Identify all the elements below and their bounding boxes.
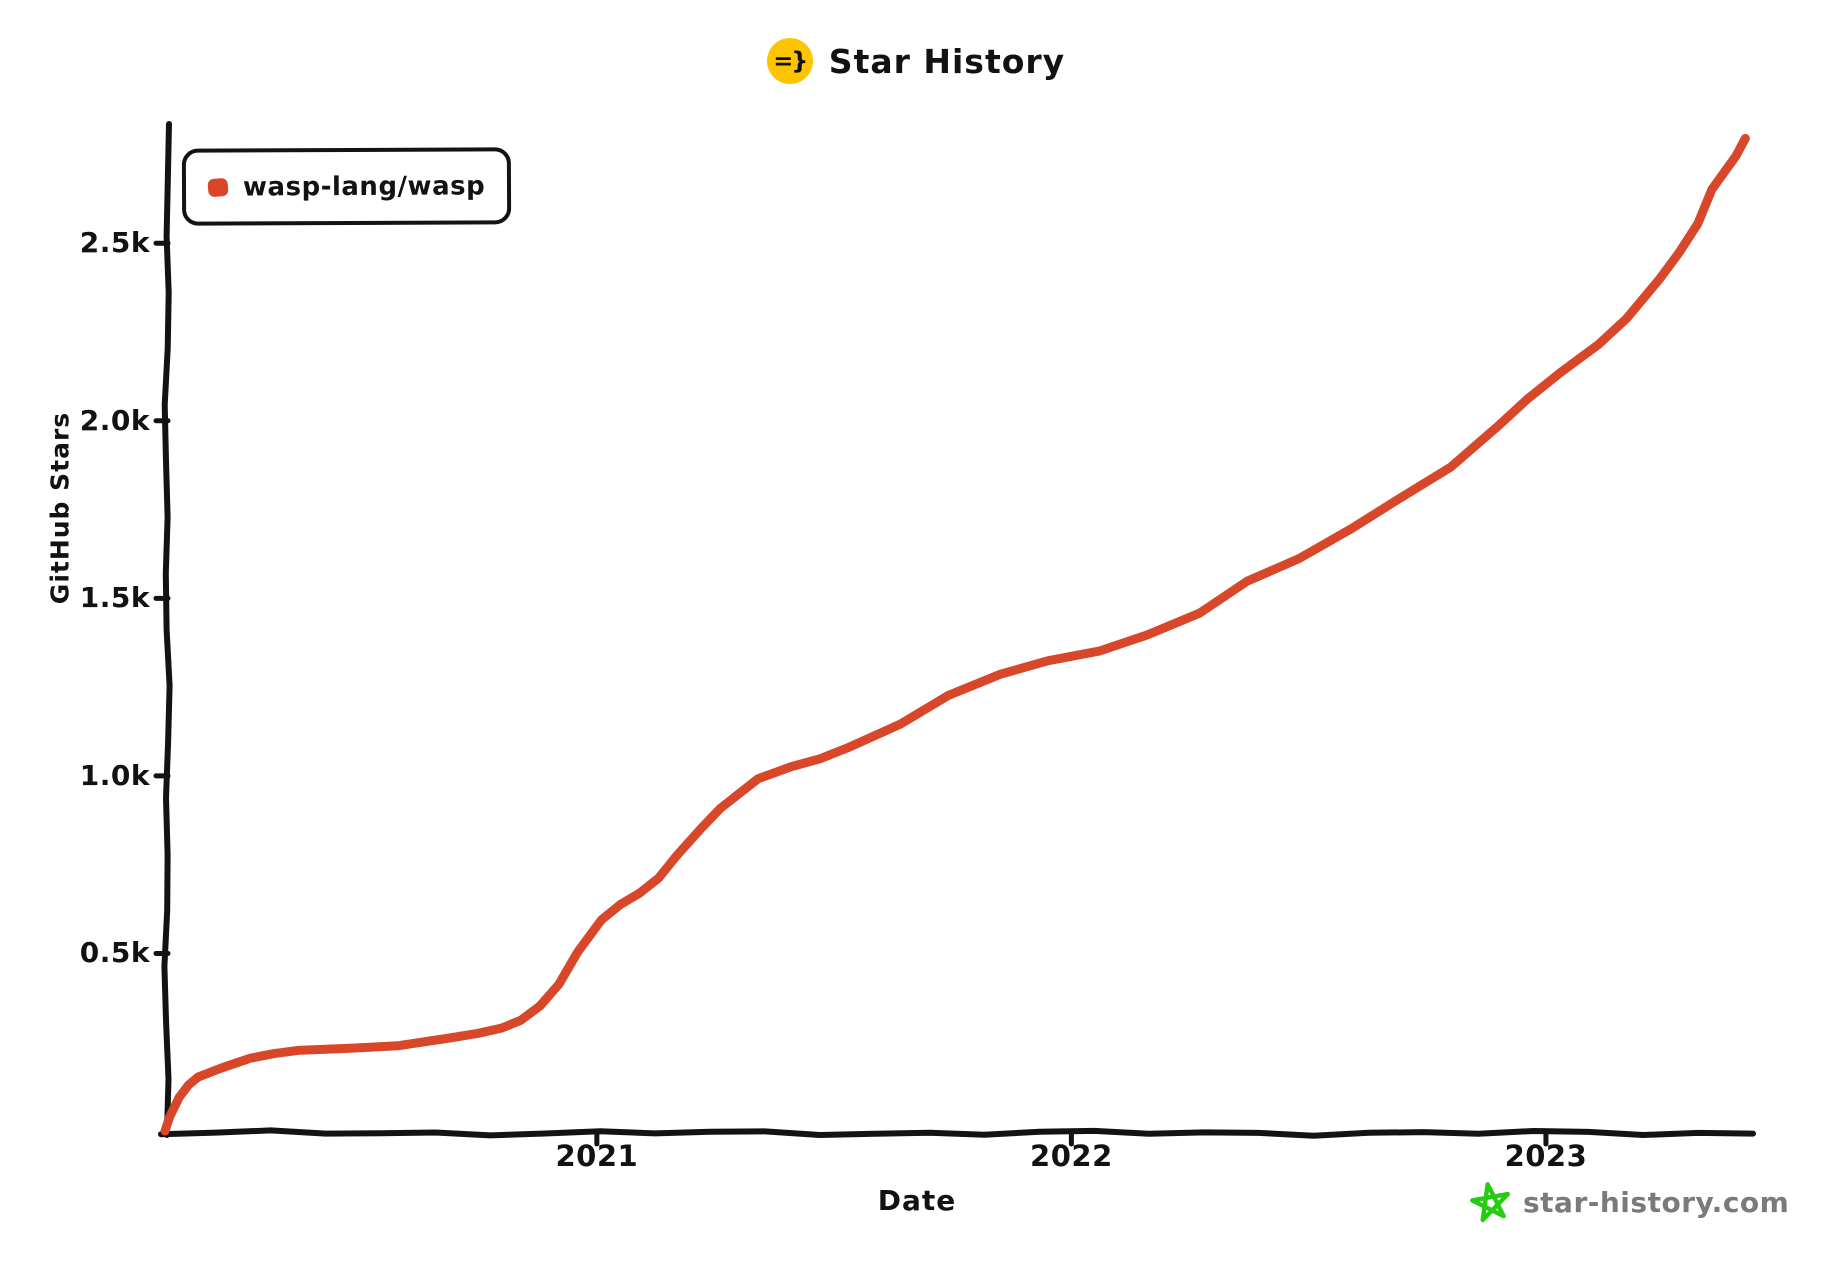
y-tick-label: 1.5k xyxy=(79,581,150,615)
y-tick-label: 2.5k xyxy=(79,226,150,260)
chart-title: =} Star History xyxy=(0,38,1832,84)
x-tick-label: 2021 xyxy=(555,1139,639,1173)
x-axis-line xyxy=(158,1127,1756,1139)
page-title: Star History xyxy=(828,41,1066,81)
y-tick-label: 1.0k xyxy=(79,758,150,792)
x-tick-label: 2022 xyxy=(1030,1139,1113,1173)
footer-site-label: star-history.com xyxy=(1523,1185,1790,1219)
legend-marker-icon xyxy=(207,177,229,197)
legend[interactable]: wasp-lang/wasp xyxy=(181,147,512,226)
y-axis-title: GitHub Stars xyxy=(45,411,75,605)
y-tick-label: 0.5k xyxy=(79,936,150,970)
star-history-logo-icon: =} xyxy=(766,38,813,84)
series-line-wasp-lang-wasp xyxy=(160,133,1750,1136)
footer-watermark: star-history.com xyxy=(1468,1180,1789,1224)
x-tick-label: 2023 xyxy=(1504,1139,1588,1173)
star-icon xyxy=(1470,1182,1510,1223)
legend-series-label: wasp-lang/wasp xyxy=(242,170,486,202)
y-axis-line xyxy=(161,121,173,1138)
x-axis-title: Date xyxy=(877,1184,957,1217)
y-tick-label: 2.0k xyxy=(79,403,150,437)
